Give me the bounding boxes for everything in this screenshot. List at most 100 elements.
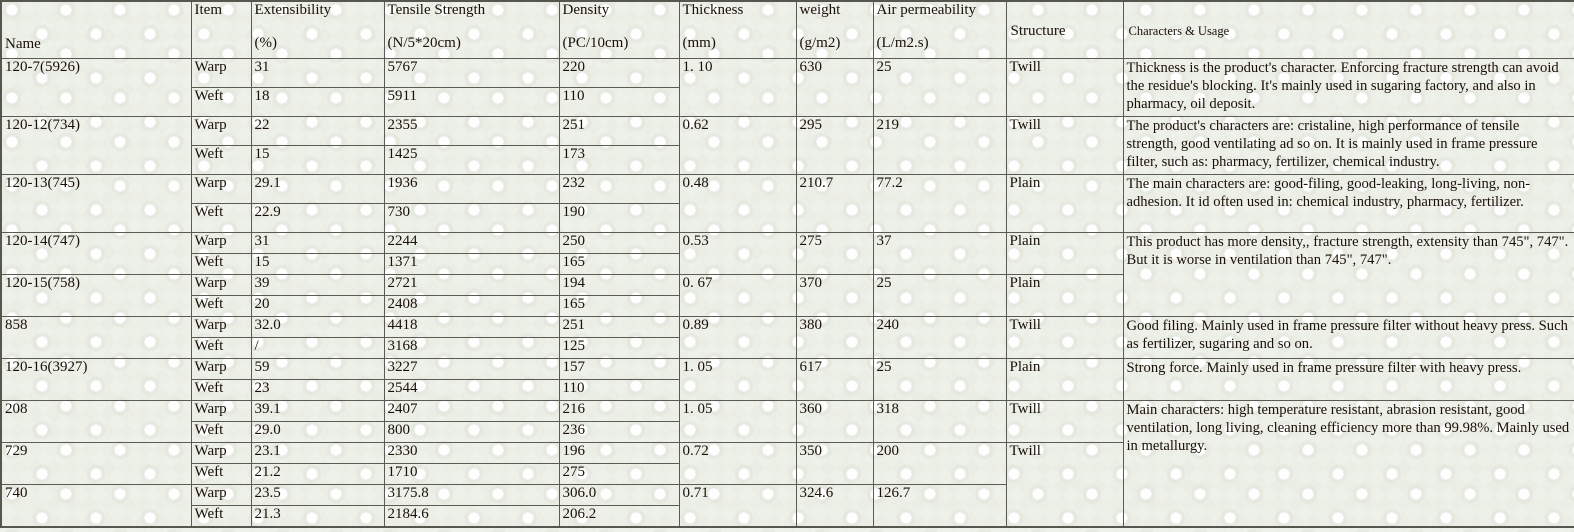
item-label-warp: Warp — [190, 484, 252, 506]
density-weft: 275 — [558, 463, 680, 485]
header-weight: weight (g/m2) — [795, 0, 874, 59]
weight-value: 630 — [795, 58, 874, 117]
extensibility-warp: 31 — [250, 232, 385, 254]
density-warp: 194 — [558, 274, 680, 296]
density-warp: 306.0 — [558, 484, 680, 506]
thickness-value: 0.89 — [678, 316, 797, 359]
table-row: Weft / 3168 125 — [1, 337, 1574, 359]
item-label-warp: Warp — [190, 58, 252, 88]
item-label-weft: Weft — [190, 295, 252, 317]
extensibility-weft: 20 — [250, 295, 385, 317]
item-label-warp: Warp — [190, 274, 252, 296]
thickness-value: 0.72 — [678, 442, 797, 485]
table-row: Weft 22.9 730 190 — [1, 203, 1574, 233]
extensibility-warp: 22 — [250, 116, 385, 146]
tensile-warp: 5767 — [383, 58, 560, 88]
tensile-weft: 1425 — [383, 145, 560, 175]
extensibility-weft: 21.3 — [250, 505, 385, 528]
density-weft: 110 — [558, 87, 680, 117]
extensibility-warp: 39.1 — [250, 400, 385, 422]
extensibility-warp: 23.1 — [250, 442, 385, 464]
usage-text: This product has more density,, fracture… — [1122, 232, 1574, 317]
weight-value: 210.7 — [795, 174, 874, 233]
product-name: 120-13(745) — [0, 174, 192, 233]
tensile-weft: 2184.6 — [383, 505, 560, 528]
density-weft: 165 — [558, 253, 680, 275]
product-name: 208 — [0, 400, 192, 443]
extensibility-warp: 31 — [250, 58, 385, 88]
density-weft: 110 — [558, 379, 680, 401]
thickness-value: 1. 10 — [678, 58, 797, 117]
usage-text: Strong force. Mainly used in frame press… — [1122, 358, 1574, 401]
structure-value: Plain — [1005, 174, 1124, 233]
extensibility-weft: / — [250, 337, 385, 359]
product-name: 740 — [0, 484, 192, 528]
density-weft: 190 — [558, 203, 680, 233]
weight-value: 275 — [795, 232, 874, 275]
product-name: 120-14(747) — [0, 232, 192, 275]
structure-value: Plain — [1005, 358, 1124, 401]
table-header-row: Name Item Extensibility (%) Tensile Stre… — [0, 0, 1574, 59]
density-warp: 216 — [558, 400, 680, 422]
tensile-weft: 3168 — [383, 337, 560, 359]
usage-text: The main characters are: good-filing, go… — [1122, 174, 1574, 233]
table-row: 120-16(3927) Warp 59 3227 157 1. 05 617 … — [0, 358, 1574, 401]
weight-value: 380 — [795, 316, 874, 359]
table-row: Weft 21.2 1710 275 — [1, 463, 1574, 485]
header-structure: Structure — [1005, 0, 1124, 59]
product-name: 729 — [0, 442, 192, 485]
density-weft: 206.2 — [558, 505, 680, 528]
item-label-weft: Weft — [190, 87, 252, 117]
product-name: 120-15(758) — [0, 274, 192, 317]
weight-value: 370 — [795, 274, 874, 317]
item-label-weft: Weft — [190, 253, 252, 275]
air-permeability-value: 25 — [872, 274, 1007, 317]
table-row: 120-7(5926) Warp 31 5767 220 1. 10 630 2… — [0, 58, 1574, 117]
tensile-warp: 3227 — [383, 358, 560, 380]
table-row: 729 Warp 23.1 2330 196 0.72 350 200 Twil… — [0, 442, 1574, 528]
extensibility-warp: 23.5 — [250, 484, 385, 506]
table-row: 120-12(734) Warp 22 2355 251 0.62 295 21… — [0, 116, 1574, 175]
item-label-weft: Weft — [190, 337, 252, 359]
usage-text: Thickness is the product's character. En… — [1122, 58, 1574, 117]
thickness-value: 1. 05 — [678, 358, 797, 401]
usage-text: Main characters: high temperature resist… — [1122, 400, 1574, 528]
item-label-weft: Weft — [190, 421, 252, 443]
density-weft: 165 — [558, 295, 680, 317]
product-name: 120-16(3927) — [0, 358, 192, 401]
item-label-weft: Weft — [190, 203, 252, 233]
header-name: Name — [0, 0, 192, 59]
table-row: Weft 20 2408 165 — [1, 295, 1574, 317]
tensile-warp: 4418 — [383, 316, 560, 338]
extensibility-weft: 15 — [250, 253, 385, 275]
thickness-value: 0.62 — [678, 116, 797, 175]
tensile-warp: 2355 — [383, 116, 560, 146]
tensile-weft: 1371 — [383, 253, 560, 275]
density-warp: 251 — [558, 316, 680, 338]
header-air-permeability: Air permeability (L/m2.s) — [872, 0, 1007, 59]
tensile-warp: 2244 — [383, 232, 560, 254]
tensile-warp: 2330 — [383, 442, 560, 464]
tensile-weft: 1710 — [383, 463, 560, 485]
product-name: 120-12(734) — [0, 116, 192, 175]
table-row: 740 Warp 23.5 3175.8 306.0 0.71 324.6 12… — [0, 484, 1574, 528]
structure-value: Twill — [1005, 116, 1124, 175]
structure-value: Twill — [1005, 316, 1124, 359]
table-row: Weft 15 1425 173 — [1, 145, 1574, 175]
header-thickness: Thickness (mm) — [678, 0, 797, 59]
tensile-weft: 2544 — [383, 379, 560, 401]
density-weft: 125 — [558, 337, 680, 359]
air-permeability-value: 219 — [872, 116, 1007, 175]
weight-value: 617 — [795, 358, 874, 401]
weight-value: 360 — [795, 400, 874, 443]
table-row: 120-14(747) Warp 31 2244 250 0.53 275 37… — [0, 232, 1574, 317]
weight-value: 324.6 — [795, 484, 874, 528]
extensibility-weft: 21.2 — [250, 463, 385, 485]
item-label-weft: Weft — [190, 505, 252, 528]
product-name: 858 — [0, 316, 192, 359]
air-permeability-value: 25 — [872, 58, 1007, 117]
extensibility-warp: 59 — [250, 358, 385, 380]
density-weft: 173 — [558, 145, 680, 175]
density-warp: 250 — [558, 232, 680, 254]
density-weft: 236 — [558, 421, 680, 443]
